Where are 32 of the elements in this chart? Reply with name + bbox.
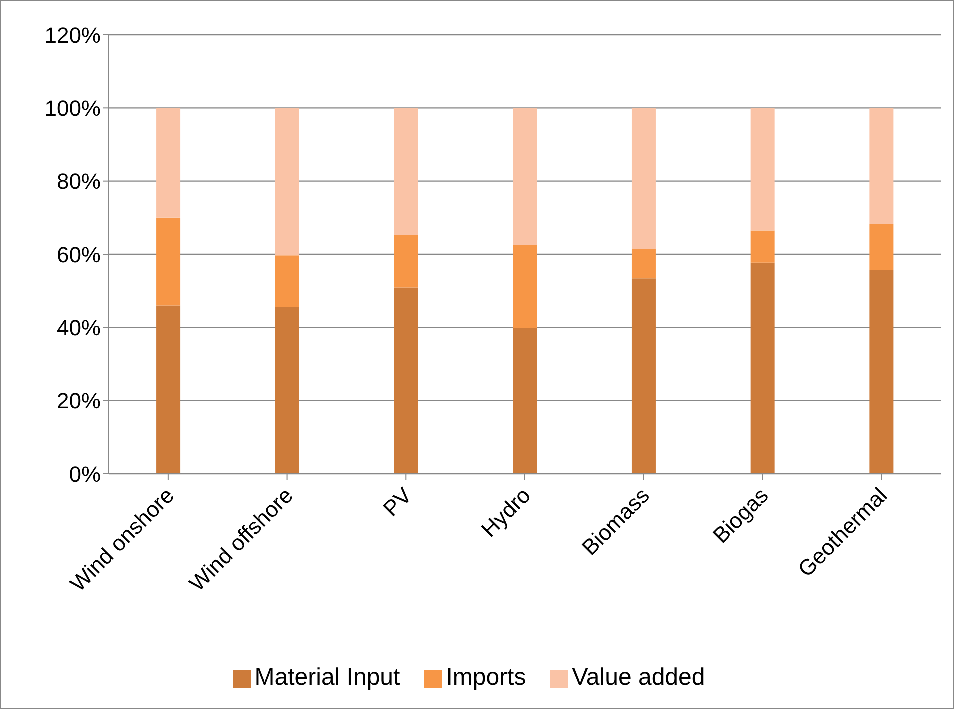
bar xyxy=(275,256,300,308)
bar xyxy=(632,108,656,250)
bar xyxy=(513,328,538,474)
bar xyxy=(750,230,775,263)
y-tick-label: 120% xyxy=(44,22,101,48)
bar xyxy=(275,308,300,474)
bar xyxy=(750,262,775,474)
bar xyxy=(632,278,656,474)
y-tick-label: 40% xyxy=(56,315,101,340)
bar xyxy=(394,288,418,474)
y-tick-label: 80% xyxy=(56,169,101,194)
bar xyxy=(870,224,894,270)
bar xyxy=(750,108,775,231)
bar xyxy=(394,235,418,288)
bar xyxy=(513,245,538,328)
y-tick-label: 100% xyxy=(44,96,101,121)
y-tick-label: 0% xyxy=(69,462,101,487)
bar xyxy=(513,108,538,246)
legend-label: Value added xyxy=(572,664,706,691)
bar xyxy=(632,249,656,279)
bar xyxy=(870,270,894,474)
y-tick-label: 20% xyxy=(56,388,101,414)
bar xyxy=(394,108,418,236)
y-tick-label: 60% xyxy=(56,242,101,268)
bar xyxy=(275,108,300,256)
bar xyxy=(156,218,181,306)
bar xyxy=(870,108,894,224)
legend-label: Imports xyxy=(446,664,526,691)
bar xyxy=(156,108,181,218)
x-tick-label: PV xyxy=(378,482,417,522)
legend-label: Material Input xyxy=(254,664,400,691)
bar xyxy=(156,306,181,474)
